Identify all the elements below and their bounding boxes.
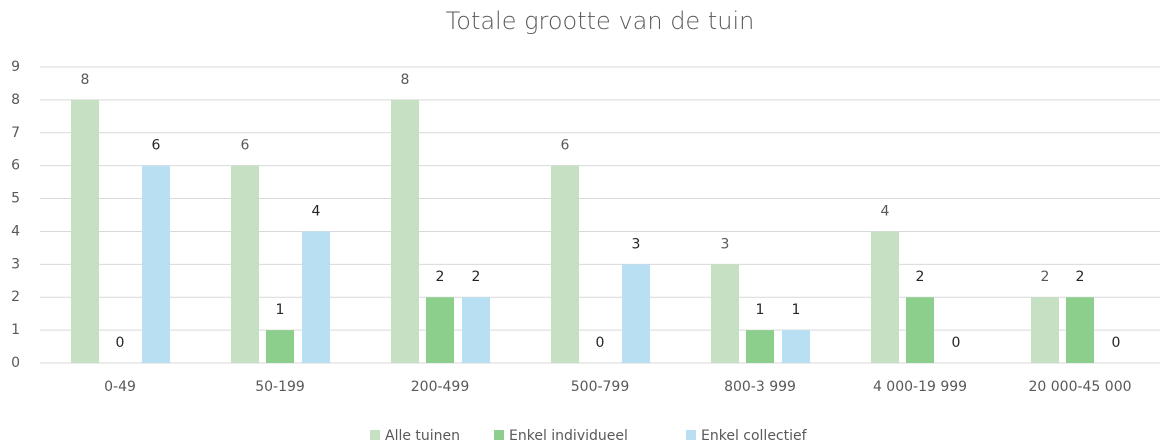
x-tick-label: 4 000-19 999 bbox=[873, 379, 967, 395]
bar bbox=[426, 297, 454, 363]
data-label: 1 bbox=[756, 302, 765, 318]
bar bbox=[782, 330, 810, 363]
data-label: 2 bbox=[1041, 269, 1050, 285]
bar bbox=[906, 297, 934, 363]
bar bbox=[711, 264, 739, 363]
bar bbox=[746, 330, 774, 363]
bar bbox=[391, 99, 419, 363]
y-tick-label: 8 bbox=[11, 92, 20, 108]
bar bbox=[551, 165, 579, 363]
data-label: 1 bbox=[276, 302, 285, 318]
data-label: 2 bbox=[916, 269, 925, 285]
data-label: 3 bbox=[632, 236, 641, 252]
data-label: 4 bbox=[312, 203, 321, 219]
data-label: 0 bbox=[596, 335, 605, 351]
data-label: 6 bbox=[152, 138, 161, 154]
data-label: 0 bbox=[952, 335, 961, 351]
bar bbox=[142, 165, 170, 363]
legend-swatch bbox=[370, 430, 380, 440]
x-tick-label: 0-49 bbox=[104, 379, 136, 395]
chart-title: Totale grootte van de tuin bbox=[446, 7, 755, 35]
y-tick-label: 9 bbox=[11, 59, 20, 75]
y-tick-label: 4 bbox=[11, 223, 20, 239]
y-tick-label: 2 bbox=[11, 289, 20, 305]
legend-label: Enkel individueel bbox=[509, 428, 628, 444]
y-tick-label: 6 bbox=[11, 158, 20, 174]
data-label: 0 bbox=[1112, 335, 1121, 351]
y-tick-label: 1 bbox=[11, 322, 20, 338]
x-tick-label: 50-199 bbox=[255, 379, 305, 395]
y-tick-label: 0 bbox=[11, 355, 20, 371]
y-tick-label: 5 bbox=[11, 191, 20, 207]
legend-label: Enkel collectief bbox=[701, 428, 808, 444]
bar bbox=[231, 165, 259, 363]
legend-swatch bbox=[494, 430, 504, 440]
legend-swatch bbox=[686, 430, 696, 440]
bar bbox=[266, 330, 294, 363]
legend-label: Alle tuinen bbox=[385, 428, 460, 444]
data-label: 6 bbox=[241, 138, 250, 154]
bar bbox=[1066, 297, 1094, 363]
x-tick-label: 800-3 999 bbox=[724, 379, 796, 395]
data-label: 1 bbox=[792, 302, 801, 318]
data-label: 6 bbox=[561, 138, 570, 154]
y-tick-label: 3 bbox=[11, 256, 20, 272]
bar bbox=[462, 297, 490, 363]
bar bbox=[1031, 297, 1059, 363]
x-tick-label: 500-799 bbox=[571, 379, 630, 395]
bar bbox=[622, 264, 650, 363]
data-label: 0 bbox=[116, 335, 125, 351]
data-label: 8 bbox=[401, 72, 410, 88]
data-label: 8 bbox=[81, 72, 90, 88]
x-tick-label: 200-499 bbox=[411, 379, 470, 395]
bar bbox=[302, 231, 330, 363]
data-label: 3 bbox=[721, 236, 730, 252]
bar bbox=[71, 99, 99, 363]
data-label: 2 bbox=[1076, 269, 1085, 285]
data-label: 4 bbox=[881, 203, 890, 219]
y-tick-label: 7 bbox=[11, 125, 20, 141]
data-label: 2 bbox=[436, 269, 445, 285]
data-label: 2 bbox=[472, 269, 481, 285]
x-tick-label: 20 000-45 000 bbox=[1028, 379, 1131, 395]
bar bbox=[871, 231, 899, 363]
